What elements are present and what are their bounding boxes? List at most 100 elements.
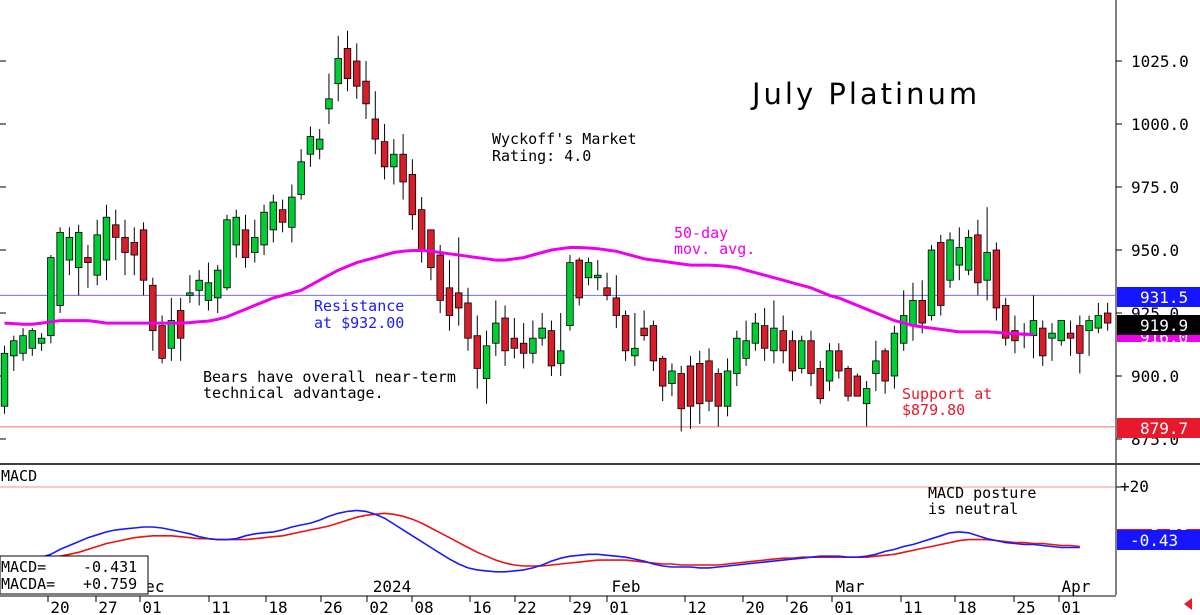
candle-down [835,350,843,372]
candle-up [584,262,593,279]
month-label: Apr [1062,577,1091,596]
candle-down [705,360,713,402]
candle-down [158,325,166,359]
candle-up [798,340,806,369]
candle-up [0,352,9,407]
candle-up [872,360,880,374]
candle-down [696,362,704,405]
support-price-tag-bg [1117,418,1200,438]
price-tick-label: 1000.0 [1131,115,1189,134]
candle-down [408,173,417,216]
candle-down [455,292,463,309]
candle-up [204,282,213,301]
candle-up [56,231,64,306]
candle-down [612,297,621,316]
candle-down [853,375,862,397]
candle-down [974,234,982,284]
candle-up [10,340,18,357]
candle-up [529,337,537,354]
candle-down [445,287,454,316]
candle-down [149,284,157,332]
date-tick-label: 11 [211,598,230,615]
candle-down [417,209,426,251]
candle-up [1094,315,1103,329]
candle-up [306,136,315,155]
candle-up [751,322,760,344]
macd-axis: +20 [1116,477,1149,496]
date-tick-label: 27 [98,598,117,615]
price-tick-label: 950.0 [1131,241,1179,260]
candle-up [899,315,908,344]
candle-up [74,231,83,269]
date-tick-label: 18 [268,598,287,615]
ma-price-tag-bg [1117,331,1200,342]
candle-down [436,254,444,301]
macd-line [4,509,1080,573]
candle-down [130,242,138,256]
macd-readout: MACD= -0.431 MACDA= +0.759 [1,558,146,593]
candle-down [112,224,120,238]
candle-down [686,365,695,407]
candle-down [1011,330,1019,342]
candle-up [482,345,491,379]
candle-down [121,236,129,253]
candle-up [288,196,296,228]
candle-down [547,330,556,367]
candle-up [770,327,778,352]
date-tick-label: 12 [687,598,706,615]
candle-up [232,216,240,246]
candle-up [1085,320,1093,332]
candle-down [427,229,435,269]
resistance-label-line-2: at $932.00 [314,314,404,332]
candle-down [658,357,667,387]
date-tick-label: 26 [789,598,808,615]
candle-up [28,330,37,349]
macda-readout-value: +0.759 [83,575,137,593]
macd-readout-label: MACD= [1,558,46,576]
scroll-left-arrow-icon[interactable] [1184,598,1192,610]
resistance-annotation: Resistance at $932.00 [314,297,413,332]
macd-panel-title: MACD [1,467,37,485]
candle-up [909,299,917,326]
candle-up [186,292,194,296]
date-tick-label: 01 [1061,598,1080,615]
macd-value-tag: -0.43 [1130,531,1178,550]
candle-down [881,350,889,382]
macd-note-line-1: MACD posture [928,484,1036,502]
macd-note-line-2: is neutral [928,500,1018,518]
candle-up [102,216,111,261]
candle-up [390,153,398,168]
candle-up [733,337,741,374]
ma-label-line-2: mov. avg. [674,240,755,258]
candle-down [621,315,630,352]
date-tick-label: 29 [572,598,591,615]
ma-annotation: 50-day mov. avg. [674,224,755,258]
candle-down [575,259,583,299]
candle-down [937,242,945,306]
candle-up [325,98,333,110]
month-label: Mar [836,577,865,596]
candle-down [139,229,148,281]
candle-down [640,327,648,337]
candle-down [816,368,824,400]
support-label-line-2: $879.80 [902,401,965,419]
candle-up [297,161,305,195]
rating-annotation: Wyckoff's Market Rating: 4.0 [492,130,646,165]
date-tick-label: 25 [1016,598,1035,615]
candle-up [723,370,732,407]
candle-up [37,337,46,344]
candle-up [1048,332,1056,339]
candle-down [992,249,1001,309]
ma-label-line-1: 50-day [674,224,728,242]
date-tick-label: 18 [957,598,976,615]
candle-up [1057,320,1065,342]
candle-up [93,234,101,276]
macd-readout-value: -0.431 [83,558,137,576]
support-label-line-1: Support at [902,385,992,403]
macd-value-tag-bg [1117,530,1200,550]
rating-line-2: Rating: 4.0 [492,147,591,165]
candle-down [779,330,787,352]
candle-up [315,138,324,150]
